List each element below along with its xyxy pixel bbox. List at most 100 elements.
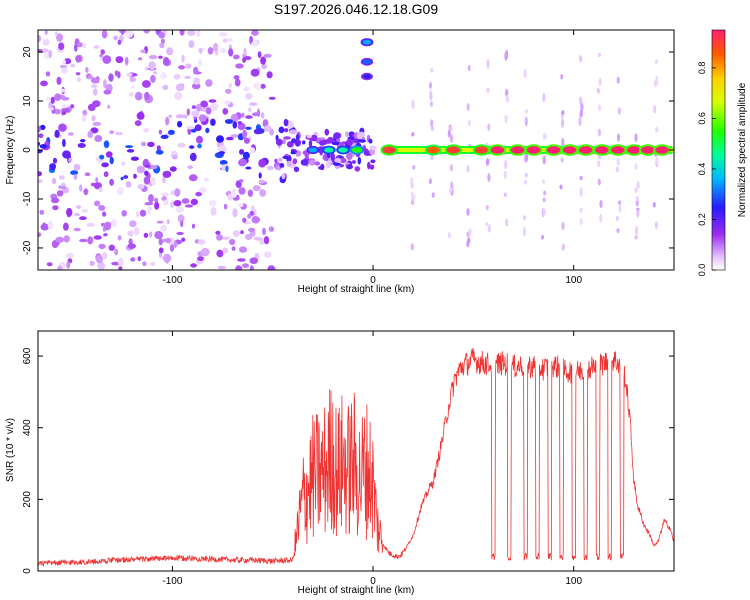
heatmap-peak	[338, 147, 348, 153]
signal-streak	[524, 172, 528, 178]
signal-streak	[429, 92, 433, 101]
signal-streak	[560, 118, 565, 128]
signal-streak	[654, 221, 659, 230]
noise-speckle	[263, 236, 270, 245]
noise-speckle	[150, 261, 156, 267]
signal-streak	[505, 94, 509, 103]
signal-streak	[504, 51, 508, 61]
signal-streak	[450, 134, 454, 143]
noise-speckle	[52, 205, 59, 211]
snr-series-line	[38, 348, 674, 567]
noise-speckle	[39, 144, 48, 149]
heatmap-peak	[446, 146, 460, 154]
signal-streak	[485, 158, 490, 166]
noise-speckle	[255, 81, 261, 91]
noise-speckle	[136, 165, 145, 174]
noise-speckle	[196, 135, 203, 144]
noise-speckle	[108, 244, 116, 251]
transition-speckle	[275, 138, 283, 146]
noise-speckle	[167, 129, 175, 135]
noise-speckle	[175, 206, 185, 213]
signal-streak	[431, 192, 435, 198]
noise-speckle	[260, 112, 265, 119]
noise-speckle	[162, 175, 166, 184]
signal-streak	[616, 228, 620, 234]
noise-speckle	[216, 234, 223, 241]
noise-speckle	[76, 42, 83, 48]
transition-speckle	[327, 136, 334, 144]
noise-speckle	[55, 236, 65, 243]
noise-speckle	[178, 65, 186, 70]
noise-speckle	[198, 187, 207, 194]
noise-speckle	[140, 141, 147, 147]
noise-speckle	[198, 239, 206, 245]
noise-speckle	[127, 243, 136, 249]
noise-speckle	[39, 209, 45, 215]
noise-speckle	[154, 201, 160, 210]
noise-speckle	[79, 184, 83, 192]
noise-speckle	[48, 49, 53, 58]
noise-speckle	[161, 38, 165, 44]
transition-speckle	[302, 140, 306, 145]
noise-speckle	[100, 222, 105, 227]
noise-speckle	[163, 199, 169, 206]
signal-streak	[634, 163, 638, 170]
noise-speckle	[158, 247, 164, 254]
noise-speckle	[139, 209, 147, 217]
noise-speckle	[241, 112, 245, 118]
signal-streak	[467, 119, 471, 127]
noise-speckle	[62, 59, 66, 66]
noise-speckle	[90, 84, 98, 89]
colorbar-tick-label: 0.4	[697, 163, 707, 176]
signal-streak	[616, 157, 620, 166]
noise-speckle	[205, 107, 212, 115]
noise-speckle	[126, 73, 133, 77]
noise-speckle	[38, 171, 42, 177]
transition-speckle	[367, 161, 371, 170]
noise-speckle	[97, 261, 106, 270]
noise-speckle	[98, 243, 106, 250]
transition-speckle	[346, 138, 354, 146]
noise-speckle	[210, 118, 216, 127]
noise-speckle	[77, 143, 86, 148]
noise-speckle	[253, 236, 262, 241]
noise-speckle	[133, 226, 140, 236]
noise-speckle	[111, 218, 117, 228]
transition-speckle	[363, 150, 372, 156]
signal-streak	[486, 59, 490, 69]
heatmap-peak	[546, 146, 561, 154]
noise-speckle	[222, 108, 229, 115]
noise-speckle	[215, 230, 221, 235]
noise-speckle	[148, 194, 154, 203]
noise-speckle	[195, 191, 203, 197]
noise-speckle	[185, 63, 192, 69]
noise-speckle	[38, 141, 41, 146]
noise-speckle	[75, 55, 82, 63]
noise-speckle	[92, 121, 102, 126]
noise-speckle	[90, 127, 99, 134]
signal-streak	[561, 137, 565, 148]
transition-speckle	[317, 146, 324, 154]
snr-y-tick-label: 0	[22, 568, 33, 574]
noise-speckle	[237, 122, 246, 131]
snr-frame	[37, 330, 675, 572]
noise-speckle	[103, 140, 110, 149]
noise-speckle	[44, 141, 50, 145]
noise-speckle	[82, 43, 86, 49]
signal-streak	[447, 232, 451, 239]
noise-speckle	[210, 207, 217, 216]
noise-speckle	[209, 102, 219, 111]
noise-speckle	[238, 158, 247, 167]
noise-speckle	[140, 49, 146, 54]
snr-x-tick-label: 100	[565, 576, 582, 587]
signal-streak	[652, 201, 656, 208]
noise-speckle	[252, 185, 261, 192]
noise-speckle	[84, 172, 91, 177]
noise-speckle	[73, 173, 78, 180]
heatmap-x-label: Height of straight line (km)	[298, 284, 415, 295]
noise-speckle	[198, 114, 207, 122]
signal-streak	[655, 157, 659, 166]
noise-speckle	[200, 247, 210, 257]
noise-speckle	[74, 43, 78, 52]
noise-speckle	[238, 187, 246, 195]
